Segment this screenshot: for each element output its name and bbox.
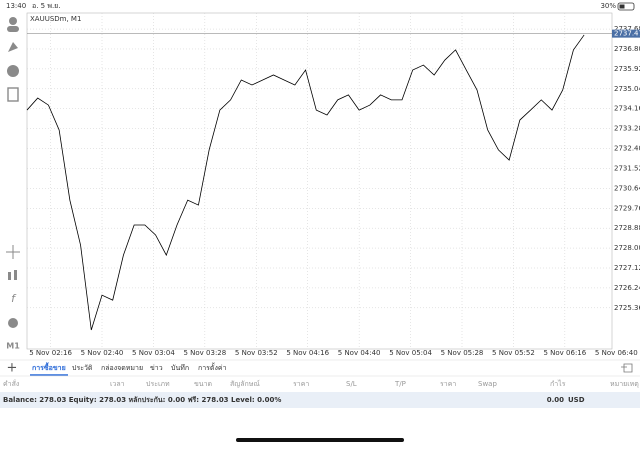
y-tick-label: 2730.640 bbox=[614, 184, 640, 192]
tab[interactable]: ประวัติ bbox=[72, 364, 93, 372]
chat-icon[interactable] bbox=[7, 65, 19, 77]
toolbar: f bbox=[6, 17, 20, 328]
tab[interactable]: การซื้อขาย bbox=[32, 361, 66, 372]
balance-row bbox=[0, 392, 640, 408]
y-tick-label: 2737.680 bbox=[614, 25, 640, 33]
balance-profit: 0.00 bbox=[547, 396, 564, 404]
column-header: เวลา bbox=[110, 380, 125, 388]
x-tick-label: 5 Nov 06:16 bbox=[543, 349, 586, 357]
x-tick-label: 5 Nov 03:04 bbox=[132, 349, 175, 357]
y-tick-label: 2731.520 bbox=[614, 164, 640, 172]
tab[interactable]: กล่องจดหมาย bbox=[101, 364, 143, 372]
x-tick-label: 5 Nov 05:04 bbox=[389, 349, 432, 357]
x-tick-label: 5 Nov 05:28 bbox=[441, 349, 484, 357]
price-line bbox=[26, 34, 585, 331]
y-tick-label: 2729.760 bbox=[614, 204, 640, 212]
x-tick-label: 5 Nov 04:16 bbox=[286, 349, 329, 357]
status-battery: 30% bbox=[600, 2, 616, 10]
balance-currency: USD bbox=[568, 396, 585, 404]
x-tick-label: 5 Nov 03:52 bbox=[235, 349, 278, 357]
column-header: ราคา bbox=[440, 380, 456, 388]
current-price-label: 2737.478 bbox=[614, 30, 640, 38]
add-button[interactable]: + bbox=[7, 361, 18, 376]
column-header: ราคา bbox=[293, 380, 309, 388]
battery-level bbox=[619, 4, 625, 9]
y-tick-label: 2726.240 bbox=[614, 284, 640, 292]
trade-icon[interactable] bbox=[8, 42, 18, 52]
x-tick-label: 5 Nov 04:40 bbox=[338, 349, 381, 357]
indicator-icon-2 bbox=[14, 270, 17, 280]
x-tick-label: 5 Nov 03:28 bbox=[183, 349, 226, 357]
tab[interactable]: ข่าว bbox=[150, 364, 163, 372]
column-header: ประเภท bbox=[146, 380, 170, 388]
y-tick-label: 2725.360 bbox=[614, 304, 640, 312]
plot-frame bbox=[26, 12, 613, 350]
y-tick-label: 2728.880 bbox=[614, 224, 640, 232]
x-tick-label: 5 Nov 02:16 bbox=[29, 349, 72, 357]
table-header: คำสั่ง เวลา ประเภท ขนาด สัญลักษณ์ ราคา S/L T/P ร… bbox=[3, 379, 639, 388]
column-header: สัญลักษณ์ bbox=[230, 380, 260, 388]
account-icon[interactable] bbox=[9, 17, 17, 25]
tab-bar: การซื้อขาย ประวัติ กล่องจดหมาย ข่าว บันทึก กา… bbox=[30, 361, 227, 376]
x-tick-label: 5 Nov 06:40 bbox=[595, 349, 638, 357]
column-header: S/L bbox=[346, 380, 357, 388]
account-icon-body bbox=[7, 26, 19, 32]
crosshair-icon[interactable] bbox=[6, 245, 20, 259]
status-time: 13:40 bbox=[6, 2, 26, 10]
x-tick-label: 5 Nov 02:40 bbox=[81, 349, 124, 357]
function-icon[interactable]: f bbox=[11, 292, 17, 305]
y-tick-label: 2727.120 bbox=[614, 264, 640, 272]
battery-icon bbox=[617, 2, 635, 11]
current-price-box bbox=[612, 29, 640, 38]
y-tick-label: 2736.800 bbox=[614, 45, 640, 53]
chart: XAUUSDm, M1 bbox=[26, 12, 613, 350]
objects-icon[interactable] bbox=[8, 318, 18, 328]
column-header: Swap bbox=[478, 380, 497, 388]
column-header: T/P bbox=[394, 380, 406, 388]
tab[interactable]: บันทึก bbox=[171, 363, 189, 372]
column-header: หมายเหตุ bbox=[610, 380, 639, 388]
timeframe[interactable]: M1 bbox=[6, 342, 20, 351]
chart-title: XAUUSDm, M1 bbox=[30, 15, 81, 23]
y-tick-label: 2728.000 bbox=[614, 244, 640, 252]
column-header: คำสั่ง bbox=[3, 379, 19, 388]
home-indicator bbox=[236, 438, 404, 442]
y-tick-label: 2734.160 bbox=[614, 105, 640, 113]
y-tick-label: 2732.400 bbox=[614, 145, 640, 153]
layout-icon[interactable] bbox=[621, 363, 633, 373]
column-header: ขนาด bbox=[194, 380, 212, 388]
y-tick-label: 2735.040 bbox=[614, 85, 640, 93]
status-date: อ. 5 พ.ย. bbox=[32, 2, 61, 10]
y-tick-label: 2733.280 bbox=[614, 125, 640, 133]
y-tick-label: 2735.920 bbox=[614, 65, 640, 73]
indicator-icon[interactable] bbox=[8, 272, 11, 280]
balance-summary: Balance: 278.03 Equity: 278.03 หลักประกั… bbox=[3, 396, 281, 404]
x-tick-label: 5 Nov 05:52 bbox=[492, 349, 535, 357]
tab[interactable]: การตั้งค่า bbox=[198, 361, 227, 372]
doc-icon[interactable] bbox=[7, 87, 19, 102]
column-header: กำไร bbox=[550, 379, 566, 388]
